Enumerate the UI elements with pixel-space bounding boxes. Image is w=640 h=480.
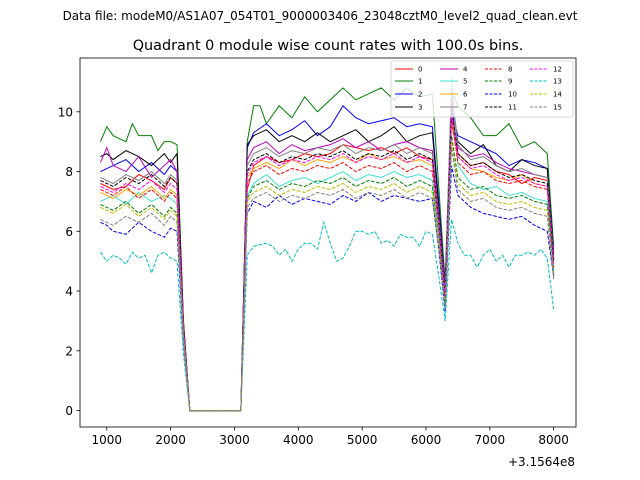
legend-label-13: 13 — [553, 78, 562, 86]
series-line-4 — [99, 99, 555, 412]
legend-label-2: 2 — [418, 91, 422, 99]
series-line-15 — [100, 147, 555, 412]
x-tick-label: 6000 — [411, 433, 442, 447]
legend-frame — [390, 60, 574, 118]
x-tick-label: 4000 — [283, 433, 314, 447]
legend-label-10: 10 — [508, 91, 517, 99]
legend-label-9: 9 — [508, 78, 512, 86]
legend-label-5: 5 — [463, 78, 467, 86]
legend-label-14: 14 — [553, 91, 562, 99]
x-axis: 1000 2000 3000 4000 5000 6000 7000 8000 — [92, 427, 569, 447]
legend-label-8: 8 — [508, 66, 512, 74]
x-offset-label: +3.1564e8 — [508, 455, 575, 469]
series-line-10 — [100, 165, 555, 412]
y-tick-label: 8 — [65, 165, 73, 179]
x-tick-label: 5000 — [347, 433, 378, 447]
y-tick-label: 6 — [65, 225, 73, 239]
plot-frame — [79, 57, 577, 428]
x-tick-label: 2000 — [155, 433, 186, 447]
y-tick-label: 2 — [65, 344, 73, 358]
series-line-13 — [100, 219, 555, 412]
legend-label-3: 3 — [418, 104, 422, 112]
legend-label-11: 11 — [508, 104, 517, 112]
y-axis: 0 2 4 6 8 10 — [58, 105, 80, 418]
y-tick-label: 4 — [65, 285, 73, 299]
x-tick-label: 7000 — [475, 433, 506, 447]
legend-label-1: 1 — [418, 78, 422, 86]
legend-label-6: 6 — [463, 91, 468, 99]
series-line-12 — [100, 114, 555, 412]
legend-label-15: 15 — [553, 104, 562, 112]
x-tick-label: 3000 — [219, 433, 250, 447]
x-tick-label: 8000 — [538, 433, 569, 447]
series-layer — [99, 75, 555, 412]
series-line-3 — [100, 96, 555, 412]
chart-title: Quadrant 0 module wise count rates with … — [133, 38, 524, 54]
legend-label-0: 0 — [418, 66, 422, 74]
legend-label-12: 12 — [553, 66, 562, 74]
y-tick-label: 0 — [65, 404, 73, 418]
chart-suptitle: Data file: modeM0/AS1A07_054T01_90000034… — [63, 9, 578, 23]
y-tick-label: 10 — [58, 105, 73, 119]
plot-area: 1000 2000 3000 4000 5000 6000 7000 8000 0246810… — [58, 57, 577, 469]
legend-label-4: 4 — [463, 66, 468, 74]
x-tick-label: 1000 — [92, 433, 123, 447]
plot-background — [80, 58, 576, 427]
legend-label-7: 7 — [463, 104, 467, 112]
